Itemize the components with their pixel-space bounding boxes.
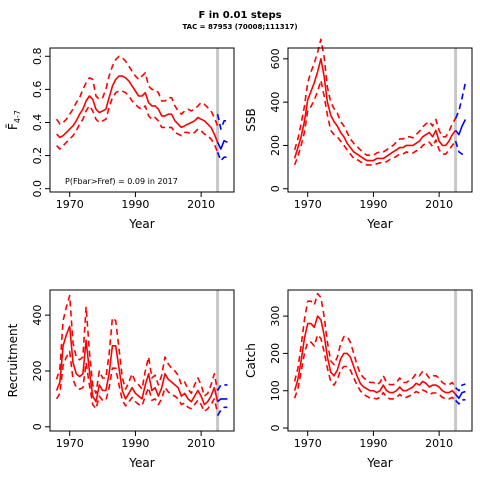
recruitment-y-axis-label: Recruitment: [6, 323, 20, 397]
fbar-proj-upper-line: [216, 114, 228, 130]
ssb-x-axis-label: Year: [366, 217, 392, 231]
fbar-y-axis-label-subscript: 4-7: [13, 110, 22, 123]
recruitment-proj-median-line: [217, 398, 228, 403]
ssb-y-tick-label: 400: [269, 92, 282, 113]
recruitment-hist-upper-line: [55, 294, 219, 397]
fbar-proj-lower-line: [216, 152, 228, 162]
recruitment-y-tick-label: 400: [31, 305, 44, 326]
catch-proj-upper-line: [455, 383, 466, 392]
ssb-proj-lower-line: [454, 140, 466, 155]
ssb-y-tick-label: 0: [269, 185, 282, 192]
recruitment-y-tick-label: 0: [31, 423, 44, 430]
catch-hist-median-line: [293, 315, 457, 395]
ssb-hist-lower-line: [293, 79, 457, 166]
recruitment-x-tick-label: 1970: [56, 437, 84, 450]
figure-subtitle: TAC = 87953 (70008;111317): [182, 23, 298, 31]
recruitment-proj-upper-line: [216, 384, 228, 391]
recruitment-x-axis-label: Year: [128, 456, 154, 470]
ssb-y-tick-label: 200: [269, 135, 282, 156]
recruitment-plot-frame: [49, 289, 235, 432]
fbar-proj-median-line: [216, 139, 228, 150]
fbar-x-tick-label: 1990: [121, 198, 149, 211]
panel-recruitment: 1970 1990 2010 0 200 400 Year Recruitment: [6, 289, 235, 470]
ssb-x-tick-label: 1970: [294, 198, 322, 211]
ssb-proj-upper-line: [454, 82, 467, 119]
figure-title: F in 0.01 steps: [198, 10, 282, 21]
panel-fbar: 1970 1990 2010 0.0 0.2 0.4 0.6 0.8 Year F̄4-7 P(Fb…: [6, 47, 235, 231]
recruitment-hist-lower-line: [55, 350, 219, 414]
fbar-plot-frame: [49, 47, 235, 193]
ssb-x-tick-label: 1990: [359, 198, 387, 211]
fbar-y-tick-label: 0.0: [31, 180, 44, 198]
recruitment-y-axis-label-main: Recruitment: [6, 323, 20, 397]
recruitment-x-tick-label: 1990: [121, 437, 149, 450]
fbar-annotation: P(Fbar>Fref) = 0.09 in 2017: [65, 177, 178, 186]
catch-y-axis-label: Catch: [244, 343, 258, 378]
fbar-x-axis-label: Year: [128, 217, 154, 231]
fbar-hist-median-line: [56, 75, 219, 143]
fbar-y-axis-label: F̄4-7: [6, 110, 22, 130]
catch-proj-lower-line: [455, 398, 466, 405]
recruitment-hist-median-line: [55, 325, 219, 406]
fbar-hist-upper-line: [55, 55, 219, 127]
fbar-y-tick-label: 0.4: [31, 114, 44, 132]
catch-x-tick-label: 1990: [359, 437, 387, 450]
fbar-x-tick-label: 2010: [187, 198, 215, 211]
recruitment-y-tick-label: 200: [31, 360, 44, 381]
recruitment-x-tick-label: 2010: [187, 437, 215, 450]
catch-y-tick-label: 300: [269, 306, 282, 327]
fbar-y-tick-label: 0.2: [31, 147, 44, 165]
fbar-x-tick-label: 1970: [56, 198, 84, 211]
fbar-y-tick-label: 0.8: [31, 48, 44, 66]
recruitment-proj-lower-line: [216, 406, 228, 417]
catch-y-axis-label-main: Catch: [244, 343, 258, 378]
ssb-y-tick-label: 600: [269, 48, 282, 69]
catch-y-tick-label: 100: [269, 380, 282, 401]
catch-y-tick-label: 0: [269, 425, 282, 432]
catch-hist-lower-line: [293, 333, 457, 401]
ssb-hist-median-line: [293, 57, 457, 162]
catch-plot-frame: [287, 289, 473, 432]
ssb-plot-frame: [287, 47, 473, 193]
catch-x-tick-label: 2010: [425, 437, 453, 450]
fbar-y-axis-label-main: F̄: [6, 123, 20, 130]
catch-y-tick-label: 200: [269, 343, 282, 364]
catch-hist-upper-line: [293, 292, 457, 389]
ssb-hist-upper-line: [293, 38, 457, 156]
catch-proj-median-line: [454, 390, 466, 400]
fbar-y-tick-label: 0.6: [31, 81, 44, 99]
catch-x-axis-label: Year: [366, 456, 392, 470]
ssb-x-tick-label: 2010: [425, 198, 453, 211]
ssb-y-axis-label: SSB: [244, 108, 258, 131]
fbar-hist-lower-line: [56, 90, 219, 153]
catch-x-tick-label: 1970: [294, 437, 322, 450]
panel-ssb: 1970 1990 2010 0 200 400 600 Year SSB: [244, 38, 473, 231]
panel-catch: 1970 1990 2010 0 100 200 300 Year Catch: [244, 289, 473, 470]
ssb-y-axis-label-main: SSB: [244, 108, 258, 131]
ssb-proj-median-line: [454, 119, 467, 136]
